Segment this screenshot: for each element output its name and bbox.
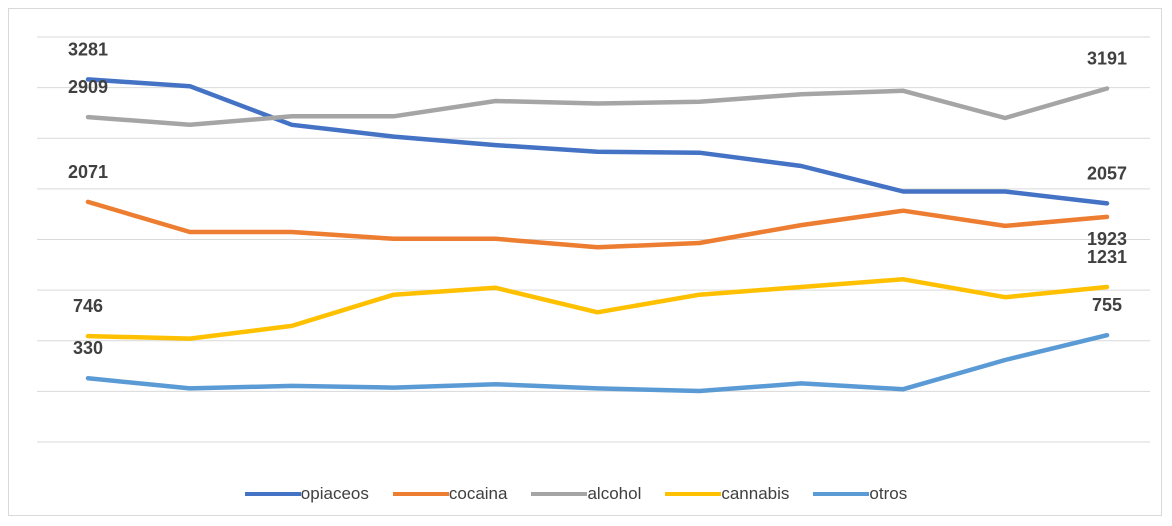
series-line-otros <box>85 332 1110 394</box>
legend-label-opiaceos: opiaceos <box>300 484 369 503</box>
data-label-alcohol-10: 3191 <box>1087 49 1127 69</box>
data-label-cocaina-0: 2071 <box>68 162 108 182</box>
data-label-otros-0: 330 <box>73 338 103 358</box>
legend-item-cannabis: cannabis <box>665 484 789 504</box>
legend-swatch-alcohol <box>531 492 588 496</box>
legend-label-otros: otros <box>869 484 908 503</box>
data-label-cocaina-10: 1923 <box>1087 229 1127 249</box>
legend-label-cocaina: cocaina <box>448 484 508 503</box>
data-label-opiaceos-0: 3281 <box>68 39 108 59</box>
legend-item-alcohol: alcohol <box>531 484 641 504</box>
chart-frame <box>8 8 1162 516</box>
legend-item-otros: otros <box>813 484 907 504</box>
series-line-cannabis <box>85 277 1110 341</box>
series-line-opiaceos <box>85 77 1110 206</box>
legend: opiaceos cocaina alcohol cannabis otros <box>0 482 1172 506</box>
data-label-opiaceos-10: 2057 <box>1087 163 1127 183</box>
data-label-otros-10: 755 <box>1092 295 1122 315</box>
legend-swatch-otros <box>813 492 870 496</box>
legend-label-alcohol: alcohol <box>587 484 642 503</box>
series-line-alcohol <box>85 86 1110 128</box>
legend-swatch-cannabis <box>665 492 722 496</box>
legend-swatch-opiaceos <box>244 492 301 496</box>
legend-label-cannabis: cannabis <box>721 484 790 503</box>
data-label-alcohol-0: 2909 <box>68 77 108 97</box>
data-label-cannabis-0: 746 <box>73 296 103 316</box>
legend-item-opiaceos: opiaceos <box>244 484 369 504</box>
legend-item-cocaina: cocaina <box>392 484 508 504</box>
legend-swatch-cocaina <box>392 492 449 496</box>
data-label-cannabis-10: 1231 <box>1087 247 1127 267</box>
series-line-cocaina <box>85 199 1110 250</box>
